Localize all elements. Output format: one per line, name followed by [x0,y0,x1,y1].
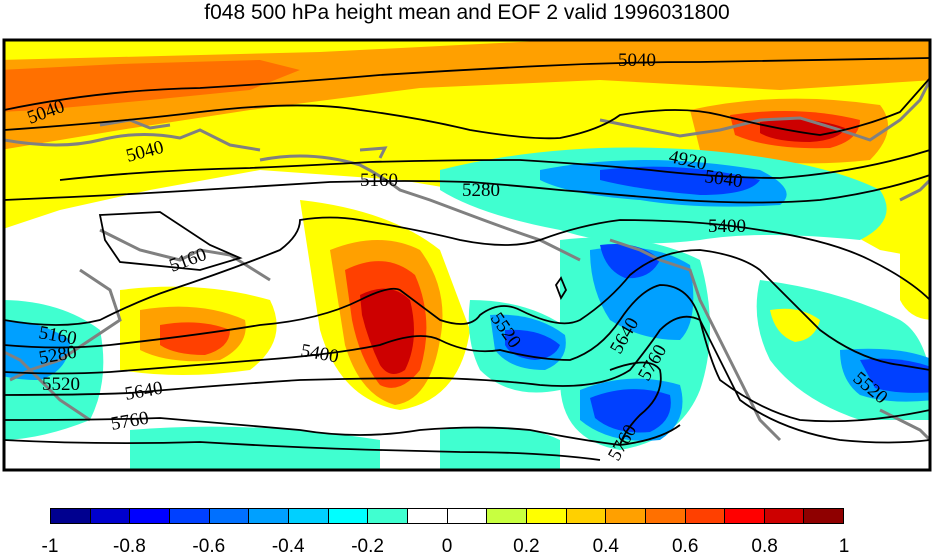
colorbar-tick-label: -0.2 [351,536,384,557]
colorbar-swatch [487,509,527,523]
colorbar-tick-label: 0.2 [513,536,540,557]
colorbar-swatch [526,509,567,523]
map-frame [2,38,932,472]
colorbar-swatch [645,509,686,523]
height-contours [4,57,930,461]
land-outline [4,79,930,442]
contour-label: 5520 [42,374,80,395]
contour-label: 5040 [618,50,656,71]
colorbar-swatch [328,509,369,523]
colorbar-tick-label: 0 [441,536,453,557]
colorbar-tick-label: -0.4 [271,536,305,557]
colorbar-swatch [606,509,646,523]
colorbar-swatch [447,509,488,523]
map-panel: 5040 5040 5040 4920 5040 5160 5280 5400 … [2,38,932,472]
colorbar-swatch [249,509,289,523]
colorbar-swatch [725,509,765,523]
colorbar-swatch [288,509,329,523]
colorbar-swatch [368,509,408,523]
colorbar-tick-label: 1 [838,536,850,557]
plot-title: f048 500 hPa height mean and EOF 2 valid… [204,1,730,24]
colorbar-swatch [685,509,726,523]
contour-label: 5040 [703,166,744,192]
colorbar-swatch [90,509,131,523]
colorbar [50,508,844,524]
colorbar-tick-label: 0.4 [592,536,620,557]
colorbar-tick-label: 0.8 [751,536,778,557]
colorbar-tick-label: -0.8 [113,536,146,557]
colorbar-tick-label: 0.6 [671,536,699,557]
colorbar-swatch [566,509,607,523]
colorbar-swatch [169,509,210,523]
contour-label: 5280 [462,180,500,201]
colorbar-swatch [804,509,844,523]
colorbar-tick-label: -0.6 [192,536,226,557]
colorbar-swatch [407,509,448,523]
colorbar-swatch [764,509,805,523]
colorbar-swatch [209,509,250,523]
colorbar-swatch [130,509,170,523]
colorbar-tick-label: -1 [41,536,59,557]
contour-label: 5160 [360,170,398,191]
colorbar-tick-labels: -1 -0.8 -0.6 -0.4 -0.2 0 0.2 0.4 0.6 0.8 1 [0,536,934,558]
colorbar-swatch [51,509,91,523]
contour-label: 5400 [708,216,746,237]
